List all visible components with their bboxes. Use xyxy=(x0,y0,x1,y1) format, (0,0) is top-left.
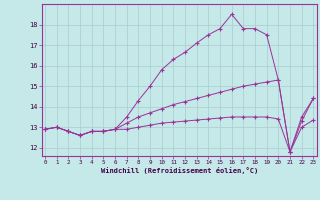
X-axis label: Windchill (Refroidissement éolien,°C): Windchill (Refroidissement éolien,°C) xyxy=(100,167,258,174)
